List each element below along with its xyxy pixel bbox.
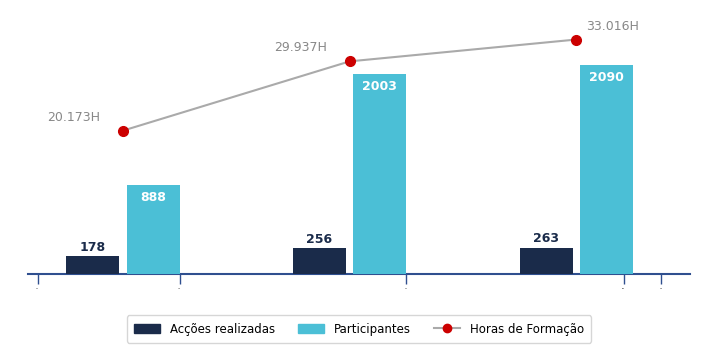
Text: 256: 256: [306, 233, 333, 246]
Bar: [293, 248, 346, 274]
Bar: [66, 256, 119, 274]
Bar: [520, 247, 572, 274]
Bar: [353, 74, 406, 274]
Bar: [127, 185, 180, 274]
Legend: Acções realizadas, Participantes, Horas de Formação: Acções realizadas, Participantes, Horas …: [127, 316, 591, 343]
Text: 33.016H: 33.016H: [586, 20, 638, 33]
Text: 2003: 2003: [363, 80, 397, 93]
Text: 2090: 2090: [589, 71, 624, 85]
Text: 20.173H: 20.173H: [47, 111, 100, 124]
Text: 29.937H: 29.937H: [274, 41, 327, 54]
Text: 263: 263: [533, 232, 559, 245]
Text: 178: 178: [80, 240, 106, 253]
Bar: [580, 65, 633, 274]
Text: 888: 888: [140, 191, 166, 204]
